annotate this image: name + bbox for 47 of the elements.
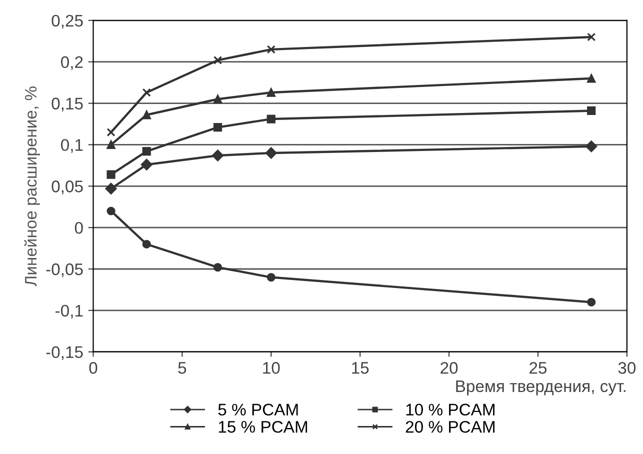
point <box>586 140 598 152</box>
y-axis-title: Линейное расширение, % <box>24 86 40 286</box>
point <box>105 182 117 194</box>
y-tick-label: -0,05 <box>46 263 83 278</box>
point <box>266 272 276 282</box>
x-tick-label: 25 <box>530 362 547 374</box>
point <box>212 150 224 162</box>
x-tick-label: 0 <box>89 362 98 374</box>
point <box>266 88 276 97</box>
legend-label: 20 % PCAM <box>406 420 494 433</box>
y-tick-label: 0 <box>74 222 83 234</box>
y-tick-label: 0,25 <box>52 14 83 29</box>
point <box>142 110 151 120</box>
point <box>213 123 222 132</box>
point <box>142 147 151 156</box>
point <box>213 56 222 65</box>
point <box>265 147 277 159</box>
y-tick-label: 0,05 <box>52 180 83 194</box>
x-tick-label: 5 <box>178 362 186 374</box>
point <box>213 263 222 272</box>
x-axis-title: Время твердения, сут. <box>456 380 626 396</box>
point <box>587 106 596 116</box>
point <box>142 88 151 97</box>
legend-label: 5 % PCAM <box>218 404 298 416</box>
x-tick-label: 15 <box>352 362 369 374</box>
legend-label: 15 % PCAM <box>218 420 308 433</box>
point <box>106 140 116 150</box>
y-tick-label: 0,1 <box>60 139 83 153</box>
point <box>587 74 596 83</box>
legend-label: 10 % PCAM <box>406 404 494 416</box>
point <box>266 45 276 54</box>
point <box>142 240 151 248</box>
x-tick-label: 10 <box>263 362 280 374</box>
point <box>106 206 116 216</box>
y-tick-label: -0,1 <box>56 304 83 319</box>
point <box>587 298 596 306</box>
point <box>587 32 596 42</box>
y-tick-label: -0,15 <box>46 346 83 360</box>
y-tick-label: 0,15 <box>52 98 83 112</box>
x-tick-label: 20 <box>440 362 458 374</box>
point <box>106 128 116 137</box>
x-tick-label: 30 <box>618 362 636 374</box>
point <box>213 94 222 104</box>
point <box>140 158 152 170</box>
point <box>266 114 276 124</box>
point <box>106 170 116 179</box>
y-tick-label: 0,2 <box>60 56 83 70</box>
